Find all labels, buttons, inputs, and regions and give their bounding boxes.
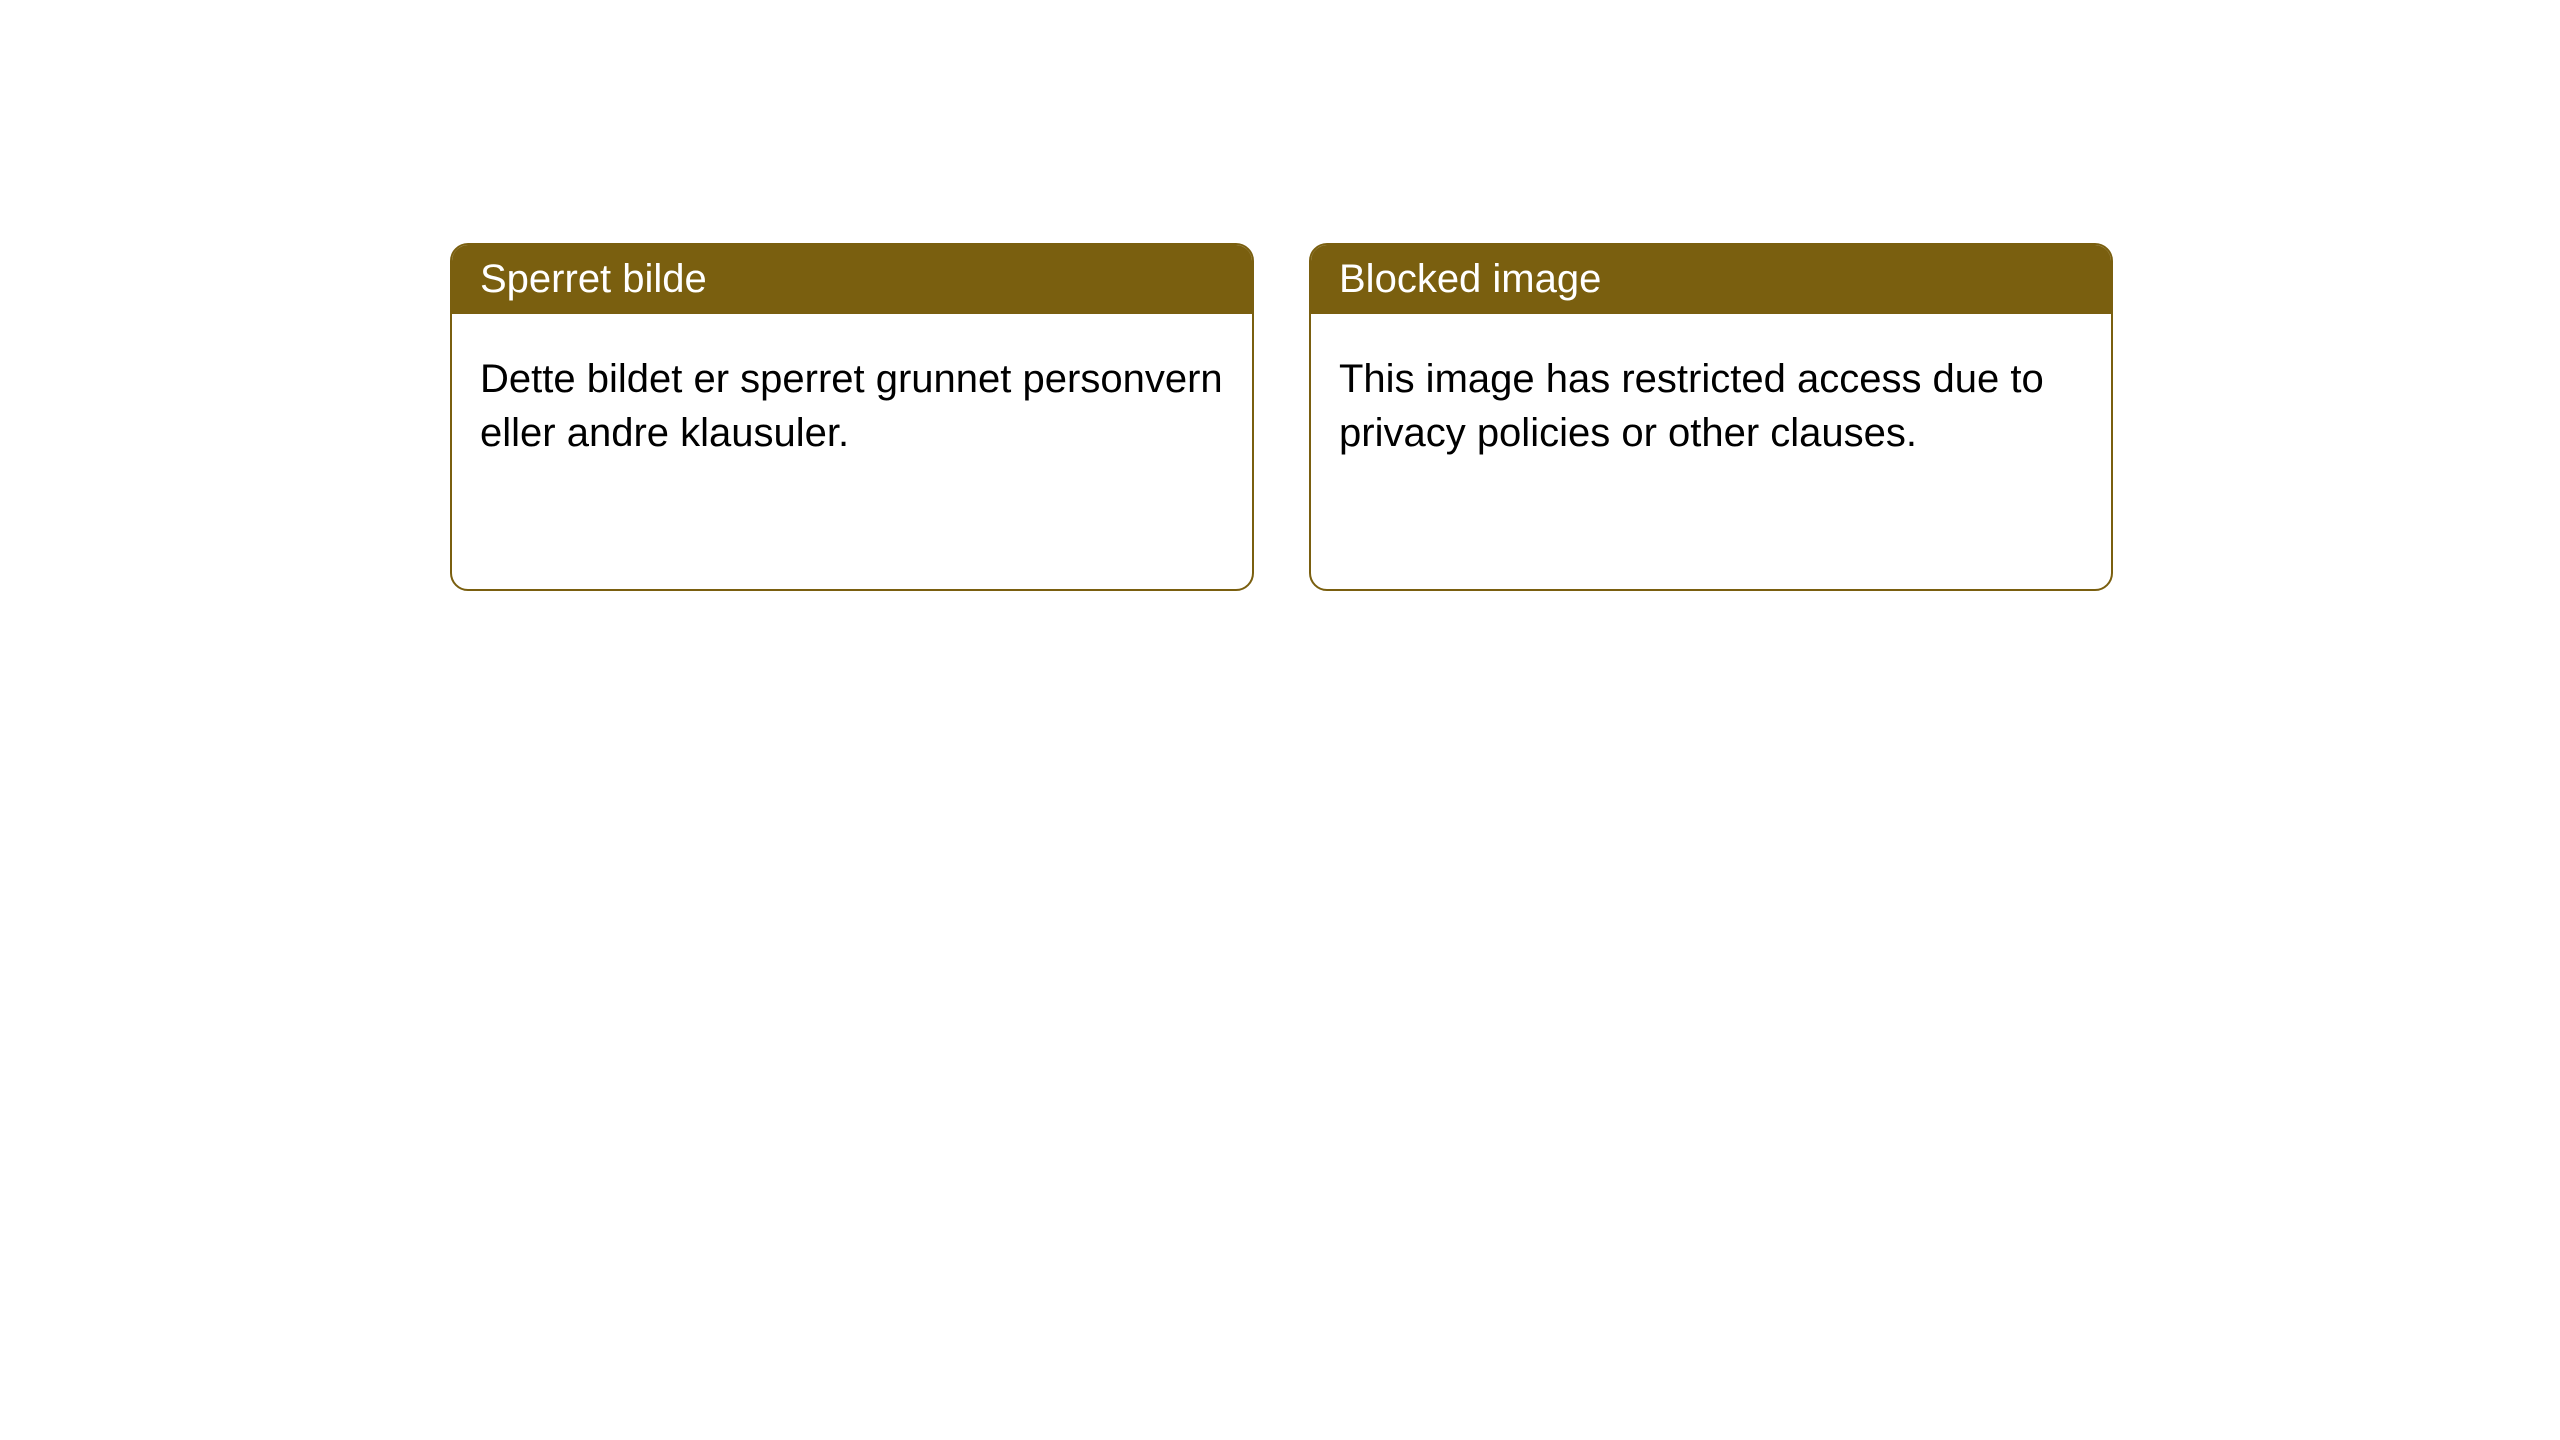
notice-card-norwegian: Sperret bilde Dette bildet er sperret gr…: [450, 243, 1254, 591]
card-body: This image has restricted access due to …: [1311, 314, 2111, 589]
card-body-text: Dette bildet er sperret grunnet personve…: [480, 357, 1223, 455]
card-title: Blocked image: [1339, 257, 1601, 301]
card-header: Blocked image: [1311, 245, 2111, 314]
notice-cards-container: Sperret bilde Dette bildet er sperret gr…: [450, 243, 2113, 591]
card-header: Sperret bilde: [452, 245, 1252, 314]
card-body: Dette bildet er sperret grunnet personve…: [452, 314, 1252, 589]
card-title: Sperret bilde: [480, 257, 707, 301]
card-body-text: This image has restricted access due to …: [1339, 357, 2044, 455]
notice-card-english: Blocked image This image has restricted …: [1309, 243, 2113, 591]
